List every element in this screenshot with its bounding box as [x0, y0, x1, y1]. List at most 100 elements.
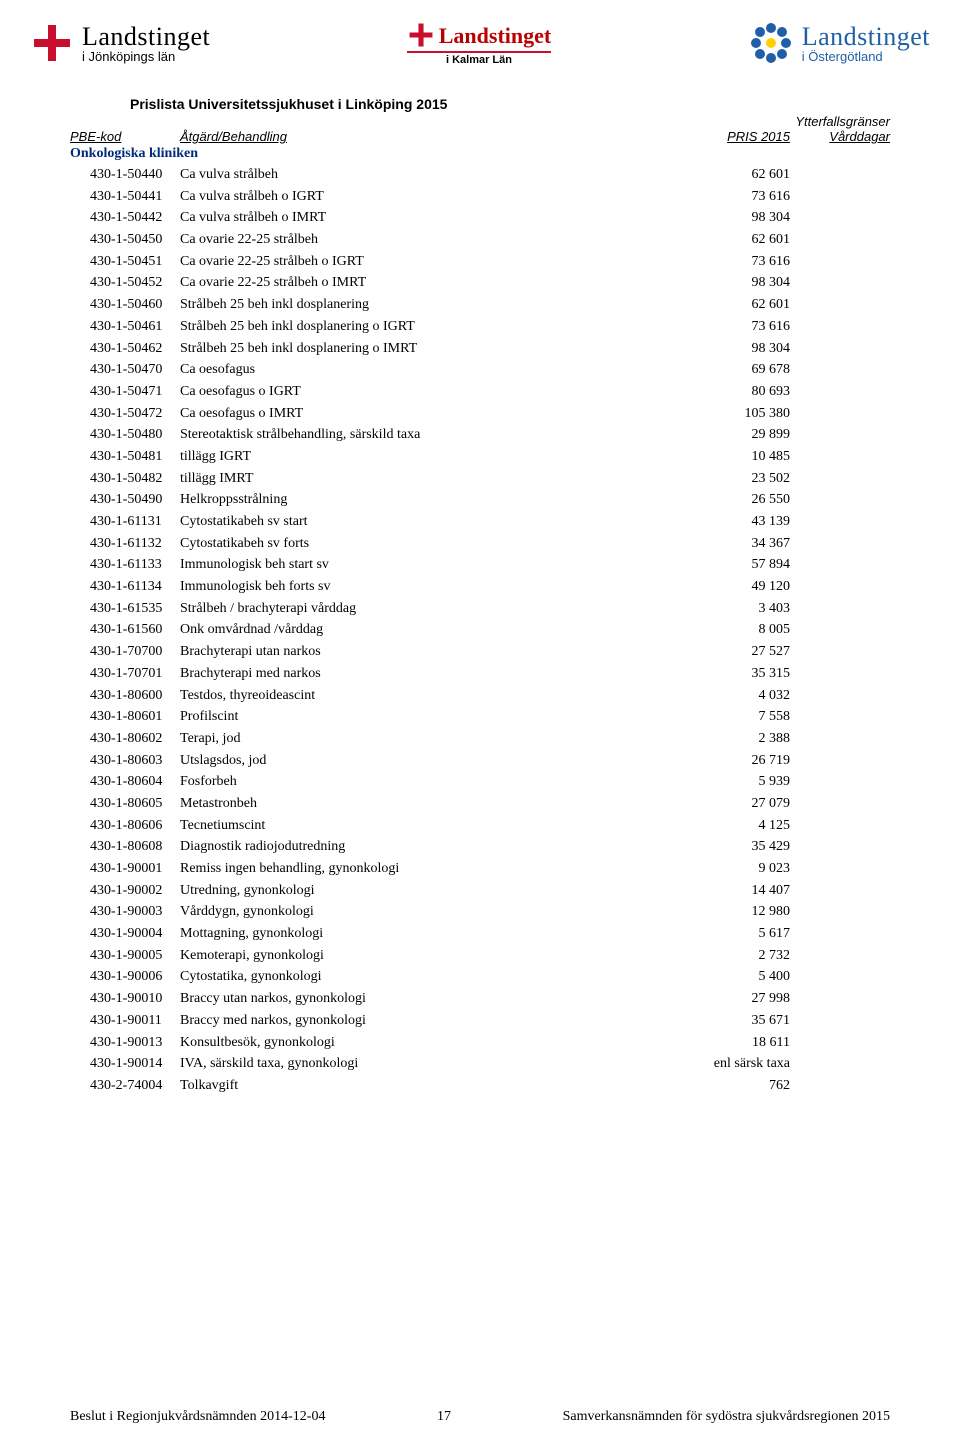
department-heading: Onkologiska kliniken: [70, 144, 890, 164]
row-days: [790, 901, 890, 923]
row-code: 430-1-50480: [70, 424, 180, 446]
row-code: 430-1-50460: [70, 294, 180, 316]
row-desc: Braccy utan narkos, gynonkologi: [180, 988, 680, 1010]
logo-ostergotland-sub: i Östergötland: [802, 50, 930, 63]
row-desc: Ca oesofagus: [180, 359, 680, 381]
row-code: 430-1-80604: [70, 771, 180, 793]
table-row: 430-1-50440Ca vulva strålbeh62 601: [70, 164, 890, 186]
row-code: 430-1-50482: [70, 468, 180, 490]
row-price: 12 980: [680, 901, 790, 923]
row-price: 18 611: [680, 1032, 790, 1054]
row-code: 430-1-50441: [70, 186, 180, 208]
row-code: 430-1-90006: [70, 966, 180, 988]
row-desc: Ca ovarie 22-25 strålbeh o IMRT: [180, 272, 680, 294]
row-desc: Immunologisk beh forts sv: [180, 576, 680, 598]
logo-jonkoping: Landstinget i Jönköpings län: [30, 21, 210, 65]
row-desc: Metastronbeh: [180, 793, 680, 815]
table-row: 430-1-80604Fosforbeh5 939: [70, 771, 890, 793]
row-desc: Ca ovarie 22-25 strålbeh: [180, 229, 680, 251]
row-desc: Cytostatikabeh sv start: [180, 511, 680, 533]
table-row: 430-1-70701Brachyterapi med narkos35 315: [70, 663, 890, 685]
row-code: 430-1-90002: [70, 880, 180, 902]
row-code: 430-1-50452: [70, 272, 180, 294]
row-desc: Diagnostik radiojodutredning: [180, 836, 680, 858]
logo-kalmar-sub: i Kalmar Län: [407, 54, 551, 66]
row-code: 430-1-50472: [70, 403, 180, 425]
row-days: [790, 858, 890, 880]
flower-icon: [748, 20, 794, 66]
row-days: [790, 728, 890, 750]
row-desc: Ca vulva strålbeh: [180, 164, 680, 186]
row-days: [790, 598, 890, 620]
table-row: 430-1-90011Braccy med narkos, gynonkolog…: [70, 1010, 890, 1032]
ytter-label: Ytterfallsgränser: [70, 114, 890, 129]
row-code: 430-1-80605: [70, 793, 180, 815]
row-price: 73 616: [680, 186, 790, 208]
row-price: 35 429: [680, 836, 790, 858]
row-code: 430-1-90004: [70, 923, 180, 945]
row-price: 8 005: [680, 619, 790, 641]
row-price: 7 558: [680, 706, 790, 728]
table-row: 430-1-90005Kemoterapi, gynonkologi2 732: [70, 945, 890, 967]
row-desc: Utredning, gynonkologi: [180, 880, 680, 902]
row-code: 430-1-90003: [70, 901, 180, 923]
row-code: 430-1-50462: [70, 338, 180, 360]
row-price: 5 617: [680, 923, 790, 945]
table-row: 430-1-90006Cytostatika, gynonkologi5 400: [70, 966, 890, 988]
row-price: enl särsk taxa: [680, 1053, 790, 1075]
row-price: 14 407: [680, 880, 790, 902]
row-days: [790, 663, 890, 685]
row-desc: Ca ovarie 22-25 strålbeh o IGRT: [180, 251, 680, 273]
row-price: 26 550: [680, 489, 790, 511]
row-price: 27 527: [680, 641, 790, 663]
row-desc: Ca vulva strålbeh o IGRT: [180, 186, 680, 208]
row-desc: Terapi, jod: [180, 728, 680, 750]
row-price: 35 315: [680, 663, 790, 685]
row-code: 430-1-50442: [70, 207, 180, 229]
row-days: [790, 468, 890, 490]
row-days: [790, 403, 890, 425]
row-days: [790, 771, 890, 793]
logo-ostergotland: Landstinget i Östergötland: [748, 20, 930, 66]
row-days: [790, 641, 890, 663]
row-code: 430-1-80601: [70, 706, 180, 728]
row-days: [790, 207, 890, 229]
table-row: 430-1-80603Utslagsdos, jod26 719: [70, 750, 890, 772]
row-code: 430-1-50450: [70, 229, 180, 251]
cross-icon: [30, 21, 74, 65]
column-headers: PBE-kod Åtgärd/Behandling PRIS 2015 Vård…: [70, 129, 890, 144]
row-days: [790, 533, 890, 555]
page-title: Prislista Universitetssjukhuset i Linköp…: [70, 86, 890, 114]
row-price: 27 998: [680, 988, 790, 1010]
table-row: 430-1-50480Stereotaktisk strålbehandling…: [70, 424, 890, 446]
table-row: 430-2-74004Tolkavgift762: [70, 1075, 890, 1097]
row-desc: Stereotaktisk strålbehandling, särskild …: [180, 424, 680, 446]
logo-kalmar: Landstinget i Kalmar Län: [407, 21, 551, 66]
row-code: 430-1-50481: [70, 446, 180, 468]
row-desc: Ca oesofagus o IMRT: [180, 403, 680, 425]
header-price: PRIS 2015: [680, 129, 790, 144]
table-row: 430-1-80608Diagnostik radiojodutredning3…: [70, 836, 890, 858]
row-price: 98 304: [680, 272, 790, 294]
row-desc: Braccy med narkos, gynonkologi: [180, 1010, 680, 1032]
row-price: 34 367: [680, 533, 790, 555]
row-desc: Ca oesofagus o IGRT: [180, 381, 680, 403]
row-desc: Utslagsdos, jod: [180, 750, 680, 772]
row-days: [790, 706, 890, 728]
row-price: 43 139: [680, 511, 790, 533]
row-desc: Helkroppsstrålning: [180, 489, 680, 511]
row-price: 26 719: [680, 750, 790, 772]
table-row: 430-1-50481tillägg IGRT10 485: [70, 446, 890, 468]
logo-bar: Landstinget i Jönköpings län Landstinget…: [0, 0, 960, 76]
table-row: 430-1-90013Konsultbesök, gynonkologi18 6…: [70, 1032, 890, 1054]
row-desc: Strålbeh 25 beh inkl dosplanering o IMRT: [180, 338, 680, 360]
row-desc: Remiss ingen behandling, gynonkologi: [180, 858, 680, 880]
row-desc: Brachyterapi utan narkos: [180, 641, 680, 663]
row-price: 69 678: [680, 359, 790, 381]
row-code: 430-1-80602: [70, 728, 180, 750]
row-code: 430-1-61560: [70, 619, 180, 641]
row-price: 35 671: [680, 1010, 790, 1032]
row-days: [790, 229, 890, 251]
row-code: 430-1-80608: [70, 836, 180, 858]
row-price: 3 403: [680, 598, 790, 620]
